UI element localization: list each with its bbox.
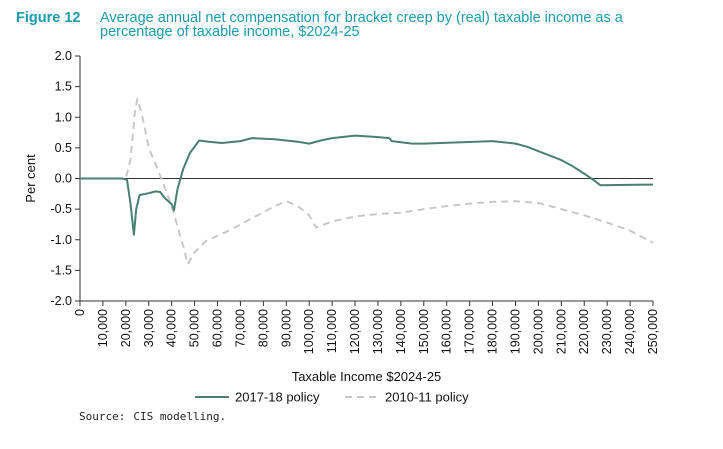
legend: 2017-18 policy 2010-11 policy (195, 390, 469, 405)
y-tick-label: 1.5 (55, 80, 72, 94)
x-tick-label: 160,000 (440, 309, 454, 354)
x-tick-label: 230,000 (600, 309, 614, 354)
x-tick-label: 140,000 (394, 309, 408, 354)
y-tick-label: 2.0 (55, 49, 72, 63)
series-layer (80, 97, 654, 266)
y-tick-label: 0.5 (55, 141, 72, 155)
x-tick-label: 70,000 (233, 309, 247, 347)
x-tick-label: 250,000 (646, 309, 660, 354)
source-text: CIS modelling. (133, 410, 227, 423)
y-tick-label: -2.0 (50, 294, 72, 308)
series-line-2017-18 (80, 134, 654, 236)
y-tick-label: -0.5 (50, 202, 72, 216)
series-line-2010-11 (80, 97, 654, 266)
x-tick-label: 90,000 (279, 309, 293, 347)
y-tick-label: -1.0 (50, 233, 72, 247)
x-tick-label: 100,000 (302, 309, 316, 354)
x-tick-label: 240,000 (623, 309, 637, 354)
y-tick-label: 0.0 (55, 172, 72, 186)
x-tick-label: 110,000 (325, 309, 339, 353)
x-tick-label: 170,000 (463, 309, 477, 354)
x-tick-label: 150,000 (417, 309, 431, 354)
x-tick-label: 180,000 (486, 309, 500, 354)
x-tick-label: 20,000 (119, 309, 133, 347)
x-tick-label: 120,000 (348, 309, 362, 354)
legend-label: 2017-18 policy (235, 390, 320, 405)
x-tick-label: 40,000 (165, 309, 179, 347)
legend-label: 2010-11 policy (385, 390, 469, 405)
source-note: Source: CIS modelling. (79, 410, 234, 423)
y-axis-title: Per cent (23, 154, 38, 203)
x-tick-label: 50,000 (188, 309, 202, 347)
legend-item-2017-18: 2017-18 policy (195, 390, 320, 405)
x-tick-label: 0 (73, 309, 87, 316)
x-tick-label: 130,000 (371, 309, 385, 354)
figure-title: Average annual net compensation for brac… (100, 10, 623, 40)
x-tick-label: 190,000 (508, 309, 522, 354)
x-tick-label: 80,000 (256, 309, 270, 347)
figure-label: Figure 12 (16, 10, 81, 26)
source-label: Source: (79, 410, 126, 423)
x-tick-label: 60,000 (211, 309, 225, 347)
x-tick-label: 10,000 (96, 309, 110, 347)
x-tick-label: 210,000 (554, 309, 568, 354)
legend-item-2010-11: 2010-11 policy (345, 390, 469, 405)
y-tick-label: 1.0 (55, 110, 72, 124)
x-tick-label: 200,000 (531, 309, 545, 354)
x-tick-label: 30,000 (142, 309, 156, 347)
x-tick-label: 220,000 (577, 309, 591, 354)
x-axis-title: Taxable Income $2024-25 (292, 369, 442, 384)
axes: -2.0 -1.5 -1.0 -0.5 0.0 0.5 1.0 1.5 2.0 0 10,000 20… (23, 49, 660, 384)
y-tick-label: -1.5 (50, 263, 72, 277)
